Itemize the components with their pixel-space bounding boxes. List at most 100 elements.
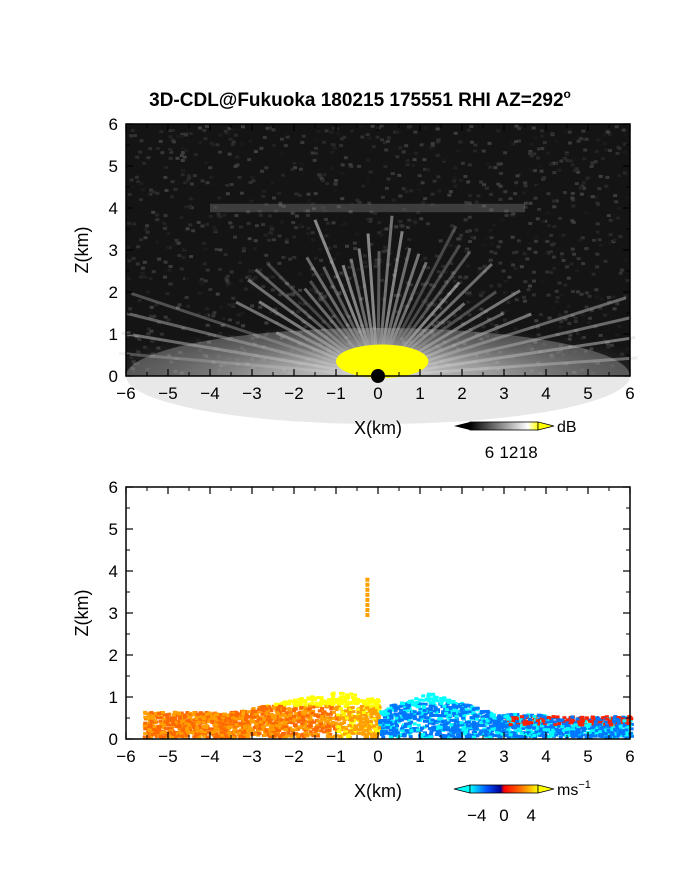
velocity-gate	[349, 726, 354, 730]
noise-pixel	[172, 242, 177, 246]
velocity-gate	[288, 699, 293, 703]
velocity-gate	[427, 733, 432, 737]
noise-pixel	[323, 217, 328, 221]
noise-pixel	[514, 181, 519, 185]
velocity-gate	[377, 726, 382, 730]
velocity-gate	[395, 734, 400, 738]
velocity-gate	[320, 726, 325, 730]
velocity-gate	[550, 733, 555, 737]
noise-pixel	[324, 227, 329, 231]
noise-pixel	[540, 147, 545, 151]
noise-pixel	[437, 189, 442, 193]
noise-pixel	[356, 267, 361, 271]
velocity-gate	[158, 735, 163, 739]
noise-pixel	[563, 283, 568, 287]
noise-pixel	[216, 212, 221, 216]
velocity-gate	[183, 735, 188, 739]
velocity-gate	[347, 729, 352, 733]
aloft-echo	[365, 587, 370, 592]
noise-pixel	[330, 285, 335, 289]
velocity-gate	[279, 718, 284, 722]
velocity-gate	[438, 732, 443, 736]
velocity-gate	[344, 709, 349, 713]
noise-pixel	[606, 130, 611, 134]
noise-pixel	[618, 271, 623, 275]
velocity-gate	[303, 726, 308, 730]
noise-pixel	[305, 213, 310, 217]
noise-pixel	[213, 230, 218, 234]
noise-pixel	[176, 241, 181, 245]
noise-pixel	[168, 135, 173, 139]
velocity-gate	[571, 724, 576, 728]
velocity-gate	[416, 723, 421, 727]
noise-pixel	[483, 247, 488, 251]
velocity-gate	[581, 733, 586, 737]
noise-pixel	[349, 259, 354, 263]
velocity-gate	[307, 714, 312, 718]
velocity-gate	[454, 705, 459, 709]
noise-pixel	[458, 140, 463, 144]
noise-pixel	[175, 156, 180, 160]
velocity-gate	[272, 713, 277, 717]
noise-pixel	[192, 174, 197, 178]
noise-pixel	[180, 173, 185, 177]
velocity-gate	[431, 725, 436, 729]
velocity-gate	[571, 726, 576, 730]
noise-pixel	[203, 279, 208, 283]
velocity-gate	[453, 719, 458, 723]
noise-pixel	[412, 220, 417, 224]
noise-pixel	[540, 134, 545, 138]
velocity-gate	[463, 705, 468, 709]
velocity-gate	[437, 730, 442, 734]
velocity-gate	[471, 721, 476, 725]
velocity-gate	[210, 719, 215, 723]
velocity-gate	[626, 721, 631, 725]
velocity-gate	[618, 724, 623, 728]
noise-pixel	[534, 184, 539, 188]
velocity-gate	[204, 724, 209, 728]
noise-pixel	[264, 166, 269, 170]
noise-pixel	[441, 284, 446, 288]
noise-pixel	[292, 161, 297, 165]
noise-pixel	[570, 247, 575, 251]
velocity-gate	[491, 713, 496, 717]
noise-pixel	[499, 171, 504, 175]
noise-pixel	[482, 204, 487, 208]
noise-pixel	[537, 207, 542, 211]
velocity-gate	[308, 719, 313, 723]
velocity-gate	[274, 710, 279, 714]
noise-pixel	[226, 132, 231, 136]
velocity-gate	[375, 703, 380, 707]
noise-pixel	[493, 251, 498, 255]
noise-pixel	[155, 191, 160, 195]
velocity-gate	[254, 712, 259, 716]
noise-pixel	[498, 184, 503, 188]
noise-pixel	[271, 143, 276, 147]
noise-pixel	[280, 173, 285, 177]
noise-pixel	[467, 163, 472, 167]
noise-pixel	[382, 140, 387, 144]
velocity-gate	[227, 731, 232, 735]
noise-pixel	[573, 169, 578, 173]
noise-pixel	[133, 262, 138, 266]
velocity-gate	[157, 728, 162, 732]
velocity-gate	[412, 722, 417, 726]
velocity-gate	[358, 724, 363, 728]
velocity-gate	[404, 722, 409, 726]
velocity-gate	[257, 717, 262, 721]
velocity-gate	[191, 713, 196, 717]
noise-pixel	[474, 228, 479, 232]
velocity-gate	[534, 725, 539, 729]
velocity-gate	[374, 733, 379, 737]
velocity-gate	[265, 709, 270, 713]
noise-pixel	[297, 193, 302, 197]
velocity-gate	[605, 717, 610, 721]
velocity-gate	[358, 713, 363, 717]
noise-pixel	[590, 195, 595, 199]
velocity-gate	[273, 729, 278, 733]
velocity-gate	[607, 721, 612, 725]
velocity-gate	[358, 719, 363, 723]
noise-pixel	[514, 250, 519, 254]
noise-pixel	[223, 253, 228, 257]
